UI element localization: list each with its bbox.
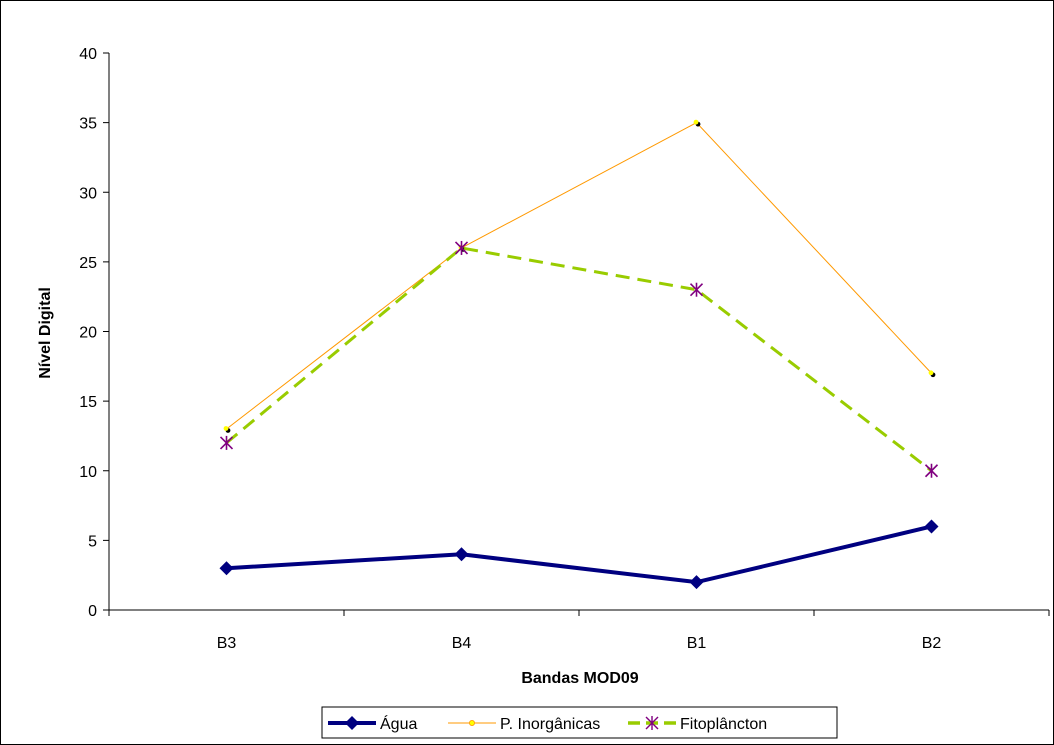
data-point <box>928 370 934 376</box>
legend-item-p-inorganicas: P. Inorgânicas <box>448 716 600 733</box>
legend: Água P. Inorgânicas Fitoplâncton <box>321 706 838 739</box>
data-point <box>689 575 704 590</box>
dot-icon <box>468 720 475 727</box>
y-tick-label: 15 <box>79 394 97 411</box>
data-point <box>693 119 699 125</box>
series-layer <box>219 119 939 590</box>
data-point <box>454 547 469 562</box>
x-tick-label: B4 <box>452 635 472 652</box>
legend-label-p-inorganicas: P. Inorgânicas <box>500 716 600 733</box>
y-axis: 0 5 10 15 20 25 30 35 40 <box>79 46 110 620</box>
y-tick-label: 20 <box>79 325 97 342</box>
series-agua <box>219 519 939 590</box>
x-axis: B3 B4 B1 B2 <box>108 609 1050 652</box>
y-tick-label: 40 <box>79 46 97 63</box>
legend-label-agua: Água <box>380 714 417 733</box>
series-line <box>225 246 933 472</box>
legend-item-fitoplancton: Fitoplâncton <box>628 716 767 733</box>
y-tick-label: 0 <box>88 603 97 620</box>
y-tick-label: 25 <box>79 255 97 272</box>
x-tick-label: B2 <box>922 635 942 652</box>
y-tick-label: 10 <box>79 464 97 481</box>
x-axis-title: Bandas MOD09 <box>521 670 638 687</box>
series-line <box>226 122 932 430</box>
legend-item-agua: Água <box>328 714 417 733</box>
legend-label-fitoplancton: Fitoplâncton <box>680 716 767 733</box>
series-fitoplancton <box>219 240 939 478</box>
legend-box <box>321 706 838 739</box>
diamond-icon <box>345 716 359 730</box>
x-tick-label: B3 <box>217 635 237 652</box>
data-point <box>689 282 704 297</box>
x-tick-label: B1 <box>687 635 707 652</box>
series-line <box>226 524 932 585</box>
data-point <box>219 561 234 576</box>
data-point <box>223 426 229 431</box>
star-icon <box>645 716 659 730</box>
y-tick-label: 35 <box>79 116 97 133</box>
data-point <box>219 435 234 450</box>
y-tick-label: 5 <box>88 533 97 550</box>
data-point <box>454 240 469 255</box>
data-point <box>924 519 939 534</box>
data-point <box>924 463 939 478</box>
y-axis-title: Nível Digital <box>37 287 54 379</box>
y-tick-label: 30 <box>79 185 97 202</box>
